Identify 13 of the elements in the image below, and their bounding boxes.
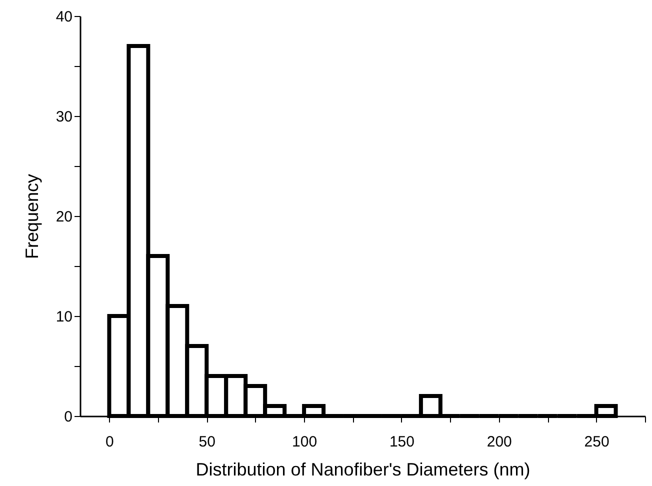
y-axis-title: Frequency <box>22 174 42 260</box>
x-axis-title: Distribution of Nanofiber's Diameters (nm) <box>196 460 530 480</box>
x-tick-label: 150 <box>389 434 414 450</box>
y-tick-label: 0 <box>64 408 72 426</box>
y-tick-label: 20 <box>56 208 72 226</box>
x-tick-label: 100 <box>292 434 318 450</box>
y-tick-label: 30 <box>56 108 72 126</box>
y-tick-label: 10 <box>56 308 72 326</box>
x-tick-label: 200 <box>486 434 512 450</box>
y-tick-label: 40 <box>56 8 72 26</box>
x-tick-label: 0 <box>106 434 114 450</box>
x-tick-label: 50 <box>198 434 216 450</box>
x-tick-label: 250 <box>584 434 610 450</box>
